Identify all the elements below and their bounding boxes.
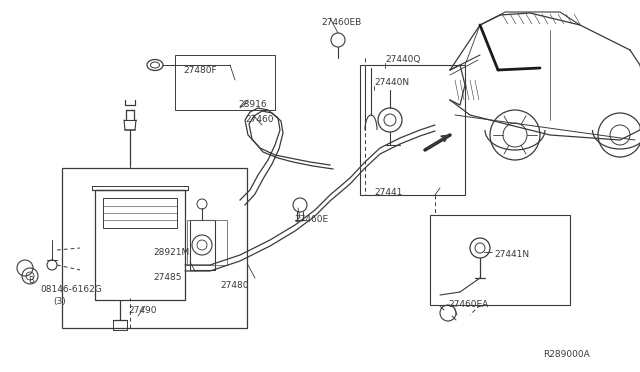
Text: 27480: 27480 <box>220 281 248 290</box>
Text: 27485: 27485 <box>153 273 182 282</box>
Bar <box>103 198 177 228</box>
Text: 08146-6162G: 08146-6162G <box>40 285 102 294</box>
Text: 27441N: 27441N <box>494 250 529 259</box>
Bar <box>430 215 570 305</box>
Text: 27490: 27490 <box>128 306 157 315</box>
Text: 28921M: 28921M <box>153 248 189 257</box>
Text: 27440Q: 27440Q <box>385 55 420 64</box>
Text: B: B <box>28 276 34 285</box>
Bar <box>190 220 215 270</box>
Text: 27460: 27460 <box>245 115 273 124</box>
Bar <box>175 55 275 110</box>
Bar <box>360 65 465 195</box>
Text: (3): (3) <box>53 297 66 306</box>
Text: 27441: 27441 <box>374 188 403 197</box>
Text: 27440N: 27440N <box>374 78 409 87</box>
Text: 27460E: 27460E <box>294 215 328 224</box>
Text: 27460EA: 27460EA <box>448 300 488 309</box>
Text: R289000A: R289000A <box>543 350 589 359</box>
Text: 27480F: 27480F <box>183 66 216 75</box>
Bar <box>187 220 227 265</box>
Text: 28916: 28916 <box>238 100 267 109</box>
Text: 27460EB: 27460EB <box>321 18 361 27</box>
Bar <box>62 168 247 328</box>
